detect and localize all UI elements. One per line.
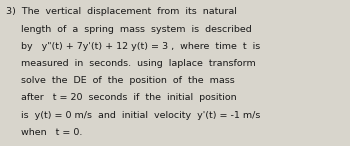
Text: is  y(t) = 0 m/s  and  initial  velocity  y'(t) = -1 m/s: is y(t) = 0 m/s and initial velocity y'(… [6, 111, 261, 120]
Text: solve  the  DE  of  the  position  of  the  mass: solve the DE of the position of the mass [6, 76, 235, 85]
Text: measured  in  seconds.  using  laplace  transform: measured in seconds. using laplace trans… [6, 59, 256, 68]
Text: after   t = 20  seconds  if  the  initial  position: after t = 20 seconds if the initial posi… [6, 93, 237, 102]
Text: length  of  a  spring  mass  system  is  described: length of a spring mass system is descri… [6, 25, 252, 34]
Text: by   y"(t) + 7y'(t) + 12 y(t) = 3 ,  where  time  t  is: by y"(t) + 7y'(t) + 12 y(t) = 3 , where … [6, 42, 260, 51]
Text: 3)  The  vertical  displacement  from  its  natural: 3) The vertical displacement from its na… [6, 7, 237, 16]
Text: when   t = 0.: when t = 0. [6, 128, 83, 137]
